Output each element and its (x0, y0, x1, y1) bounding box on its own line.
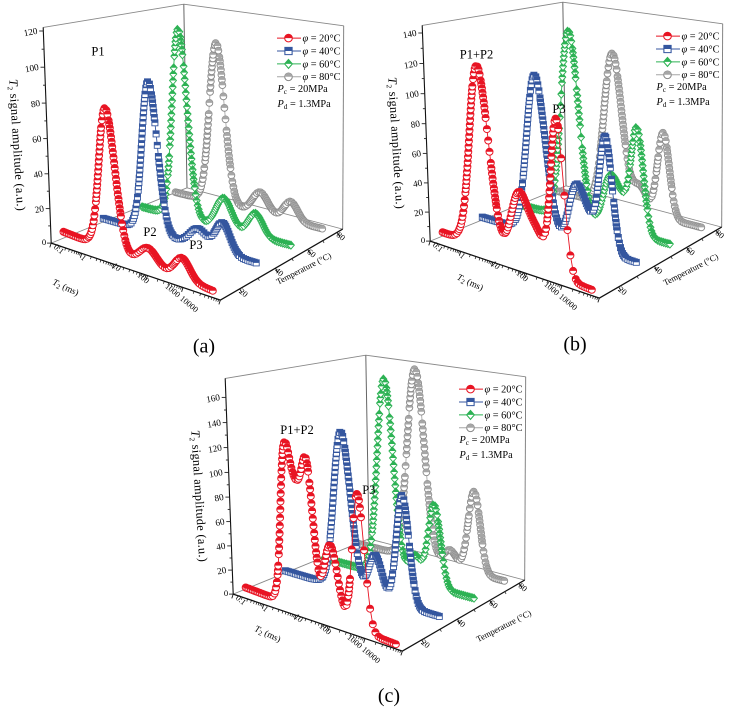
svg-text:φ = 60°C: φ = 60°C (303, 59, 341, 70)
svg-text:Pd = 1.3MPa: Pd = 1.3MPa (656, 97, 711, 109)
svg-text:120: 120 (403, 58, 419, 71)
svg-text:(a): (a) (193, 336, 215, 358)
svg-text:P2: P2 (143, 225, 156, 239)
svg-text:100: 100 (24, 62, 40, 75)
svg-text:Pd = 1.3MPa: Pd = 1.3MPa (459, 450, 514, 462)
svg-text:1: 1 (79, 253, 88, 263)
svg-text:0: 0 (42, 237, 46, 247)
svg-text:1: 1 (261, 604, 270, 614)
svg-text:80: 80 (30, 98, 41, 110)
svg-text:Pc = 20MPa: Pc = 20MPa (277, 84, 329, 96)
svg-text:20: 20 (413, 207, 424, 219)
svg-text:20: 20 (34, 203, 45, 215)
svg-text:P1+P2: P1+P2 (460, 48, 493, 62)
svg-text:80: 80 (410, 118, 421, 130)
svg-text:φ = 20°C: φ = 20°C (682, 32, 720, 43)
svg-text:φ = 80°C: φ = 80°C (485, 423, 523, 434)
svg-text:φ = 80°C: φ = 80°C (303, 72, 341, 83)
svg-text:1: 1 (458, 251, 467, 261)
svg-text:140: 140 (402, 28, 418, 41)
svg-text:60: 60 (31, 133, 42, 145)
svg-text:140: 140 (206, 417, 222, 430)
svg-text:P3: P3 (552, 102, 565, 116)
svg-text:0: 0 (421, 235, 425, 245)
svg-text:φ = 80°C: φ = 80°C (682, 70, 720, 81)
svg-text:120: 120 (207, 442, 223, 455)
svg-text:100: 100 (208, 467, 224, 480)
svg-text:Pc = 20MPa: Pc = 20MPa (656, 82, 708, 94)
svg-text:100: 100 (404, 88, 420, 101)
svg-text:φ = 40°C: φ = 40°C (682, 44, 720, 55)
svg-text:φ = 60°C: φ = 60°C (682, 57, 720, 68)
svg-text:φ = 20°C: φ = 20°C (303, 34, 341, 45)
svg-text:φ = 40°C: φ = 40°C (485, 397, 523, 408)
svg-text:P3: P3 (189, 238, 202, 252)
svg-text:Pc = 20MPa: Pc = 20MPa (459, 435, 511, 447)
svg-text:60: 60 (214, 516, 225, 528)
svg-text:120: 120 (23, 26, 39, 39)
svg-text:40: 40 (412, 178, 423, 190)
svg-text:(c): (c) (378, 685, 400, 707)
svg-text:60: 60 (411, 148, 422, 160)
svg-text:0: 0 (224, 588, 228, 598)
svg-text:P3: P3 (362, 483, 375, 497)
svg-text:P1+P2: P1+P2 (280, 423, 313, 437)
svg-text:Pd = 1.3MPa: Pd = 1.3MPa (277, 99, 332, 111)
svg-text:φ = 60°C: φ = 60°C (485, 410, 523, 421)
svg-text:80: 80 (214, 492, 225, 504)
svg-text:160: 160 (205, 392, 221, 405)
svg-text:40: 40 (33, 168, 44, 180)
svg-text:P1: P1 (91, 45, 104, 59)
svg-text:40: 40 (215, 541, 226, 553)
svg-text:φ = 20°C: φ = 20°C (485, 385, 523, 396)
svg-text:(b): (b) (563, 334, 586, 356)
svg-text:φ = 40°C: φ = 40°C (303, 46, 341, 57)
svg-text:20: 20 (216, 565, 227, 577)
